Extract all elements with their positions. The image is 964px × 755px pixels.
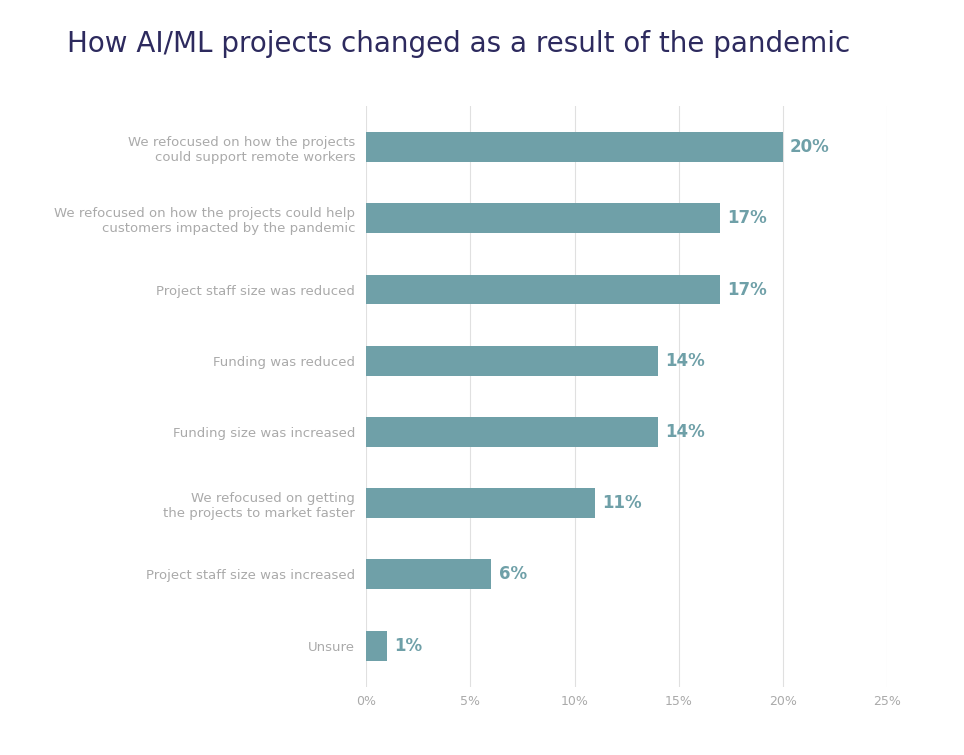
Text: 17%: 17% bbox=[728, 281, 767, 298]
Text: 17%: 17% bbox=[728, 209, 767, 227]
Text: 11%: 11% bbox=[602, 495, 642, 512]
Text: 6%: 6% bbox=[498, 565, 526, 584]
Bar bbox=[366, 559, 492, 590]
Bar bbox=[366, 417, 657, 447]
Bar bbox=[366, 488, 596, 518]
Bar bbox=[366, 275, 720, 304]
Text: 20%: 20% bbox=[790, 138, 830, 156]
Text: 14%: 14% bbox=[665, 352, 705, 370]
Bar bbox=[366, 346, 657, 376]
Bar bbox=[366, 630, 388, 661]
Text: 1%: 1% bbox=[394, 636, 422, 655]
Text: How AI/ML projects changed as a result of the pandemic: How AI/ML projects changed as a result o… bbox=[67, 30, 851, 58]
Text: 14%: 14% bbox=[665, 423, 705, 441]
Bar bbox=[366, 132, 783, 162]
Bar bbox=[366, 203, 720, 233]
